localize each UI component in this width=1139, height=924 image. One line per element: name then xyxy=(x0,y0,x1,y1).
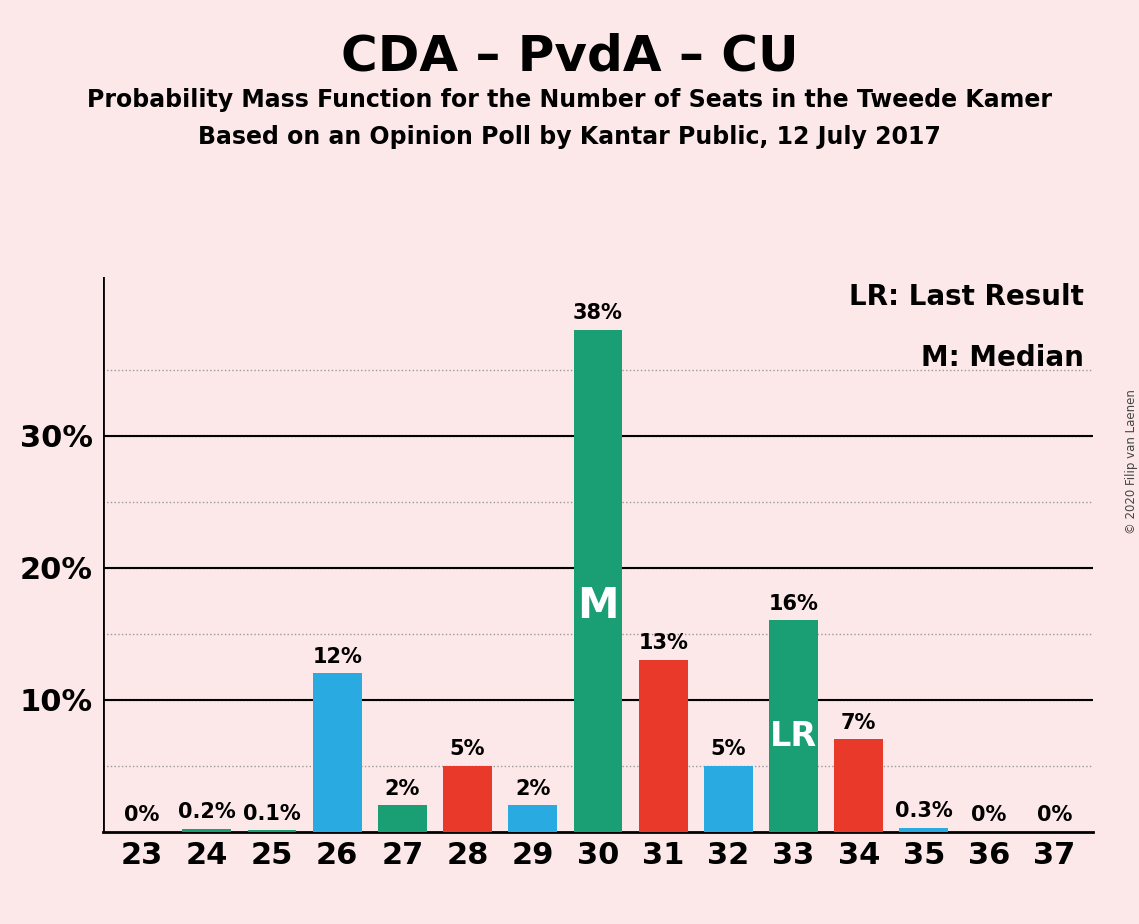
Text: Probability Mass Function for the Number of Seats in the Tweede Kamer: Probability Mass Function for the Number… xyxy=(87,88,1052,112)
Text: 2%: 2% xyxy=(515,779,550,798)
Bar xyxy=(508,805,557,832)
Text: 38%: 38% xyxy=(573,303,623,323)
Text: LR: LR xyxy=(770,720,817,753)
Text: 0.2%: 0.2% xyxy=(178,802,236,822)
Bar xyxy=(769,620,818,832)
Text: 0%: 0% xyxy=(1036,805,1072,825)
Text: M: Median: M: Median xyxy=(920,344,1083,371)
Text: 2%: 2% xyxy=(385,779,420,798)
Bar xyxy=(639,660,688,832)
Bar xyxy=(378,805,427,832)
Bar xyxy=(313,674,362,832)
Bar xyxy=(443,766,492,832)
Text: CDA – PvdA – CU: CDA – PvdA – CU xyxy=(341,32,798,80)
Text: M: M xyxy=(577,585,618,626)
Text: 0.1%: 0.1% xyxy=(243,804,301,823)
Bar xyxy=(834,739,883,832)
Text: Based on an Opinion Poll by Kantar Public, 12 July 2017: Based on an Opinion Poll by Kantar Publi… xyxy=(198,125,941,149)
Text: 5%: 5% xyxy=(450,739,485,759)
Bar xyxy=(704,766,753,832)
Bar xyxy=(182,829,231,832)
Text: 0%: 0% xyxy=(124,805,159,825)
Text: 7%: 7% xyxy=(841,712,876,733)
Bar xyxy=(247,831,296,832)
Text: 13%: 13% xyxy=(638,633,688,653)
Text: 12%: 12% xyxy=(312,647,362,666)
Text: © 2020 Filip van Laenen: © 2020 Filip van Laenen xyxy=(1124,390,1138,534)
Text: 0%: 0% xyxy=(972,805,1007,825)
Bar xyxy=(900,828,949,832)
Text: LR: Last Result: LR: Last Result xyxy=(849,283,1083,310)
Text: 5%: 5% xyxy=(711,739,746,759)
Text: 16%: 16% xyxy=(769,594,819,614)
Bar xyxy=(574,330,622,832)
Text: 0.3%: 0.3% xyxy=(895,801,953,821)
